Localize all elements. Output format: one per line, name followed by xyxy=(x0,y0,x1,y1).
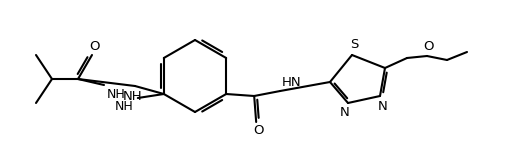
Text: NH: NH xyxy=(123,89,143,103)
Text: O: O xyxy=(90,40,100,54)
Text: O: O xyxy=(423,40,433,54)
Text: NH: NH xyxy=(107,88,126,100)
Text: N: N xyxy=(340,106,349,119)
Text: N: N xyxy=(377,100,387,113)
Text: S: S xyxy=(349,39,357,52)
Text: HN: HN xyxy=(281,76,301,88)
Text: NH: NH xyxy=(115,100,133,112)
Text: O: O xyxy=(252,125,263,137)
